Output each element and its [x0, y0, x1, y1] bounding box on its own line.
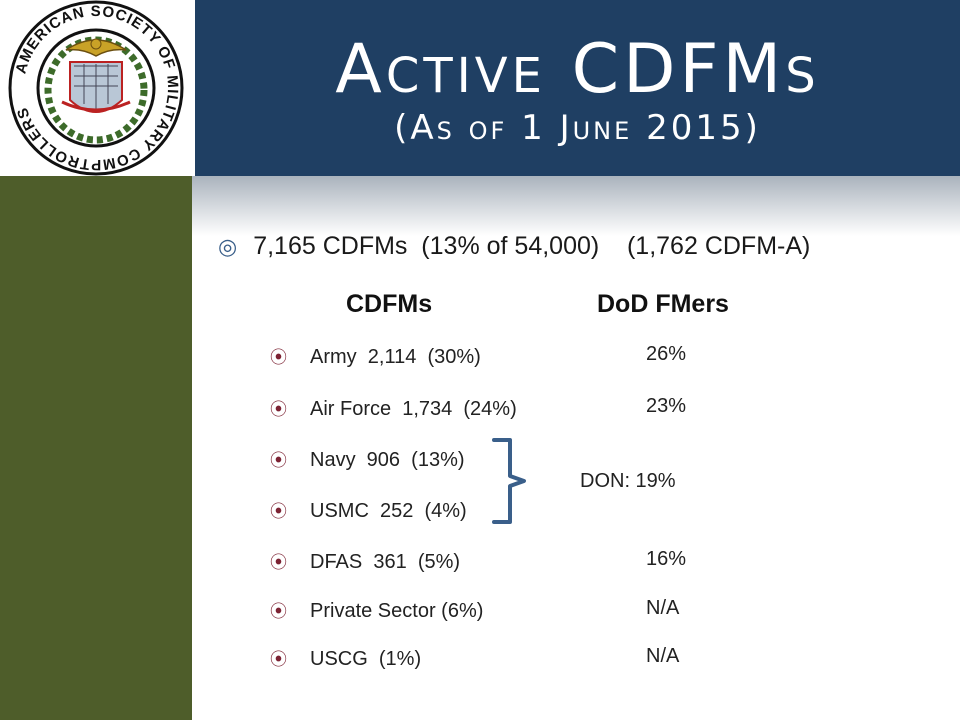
bracket-icon [492, 438, 526, 524]
list-item-label: USCG (1%) [310, 648, 422, 670]
slide-title: Active CDFMs [335, 30, 820, 109]
list-item-dod-value: N/A [646, 597, 680, 619]
circle-bullet-icon: ⦿ [270, 553, 287, 572]
list-item-dod-value: N/A [646, 645, 680, 667]
summary-line: ◎ 7,165 CDFMs (13% of 54,000) (1,762 CDFM… [218, 232, 810, 261]
column-header-cdfms: CDFMs [346, 290, 433, 318]
list-item-dod-value: 23% [646, 395, 687, 417]
target-bullet-icon: ◎ [218, 234, 238, 259]
list-item-dod-value: 16% [646, 548, 687, 570]
list-item: ⦿ Air Force 1,734 (24%) [270, 395, 517, 421]
circle-bullet-icon: ⦿ [270, 451, 287, 470]
list-item: ⦿ Private Sector (6%) [270, 597, 483, 623]
list-item-label: DFAS 361 (5%) [310, 551, 461, 573]
title-band: Active CDFMs (As of 1 June 2015) [192, 0, 960, 176]
circle-bullet-icon: ⦿ [270, 502, 287, 521]
list-item: ⦿ USCG (1%) [270, 645, 421, 671]
society-seal-logo: AMERICAN SOCIETY OF MILITARY COMPTROLLER… [8, 0, 184, 176]
list-item: ⦿ USMC 252 (4%) [270, 497, 467, 523]
circle-bullet-icon: ⦿ [270, 602, 287, 621]
summary-text: 7,165 CDFMs (13% of 54,000) (1,762 CDFM-… [253, 232, 811, 260]
column-header-dod-fmers: DoD FMers [597, 290, 729, 318]
left-decor-bar [0, 176, 192, 720]
circle-bullet-icon: ⦿ [270, 650, 287, 669]
title-shadow [192, 176, 960, 236]
list-item-label: Army 2,114 (30%) [310, 346, 481, 368]
list-item-label: USMC 252 (4%) [310, 500, 467, 522]
circle-bullet-icon: ⦿ [270, 400, 287, 419]
don-combined-value: DON: 19% [580, 470, 676, 492]
list-item-label: Private Sector (6%) [310, 600, 484, 622]
logo-area: AMERICAN SOCIETY OF MILITARY COMPTROLLER… [0, 0, 192, 176]
list-item-dod-value: 26% [646, 343, 687, 365]
list-item-label: Air Force 1,734 (24%) [310, 398, 517, 420]
list-item: ⦿ Navy 906 (13%) [270, 446, 465, 472]
list-item: ⦿ Army 2,114 (30%) [270, 343, 481, 369]
list-item-label: Navy 906 (13%) [310, 449, 465, 471]
slide-subtitle: (As of 1 June 2015) [394, 108, 761, 148]
list-item: ⦿ DFAS 361 (5%) [270, 548, 460, 574]
circle-bullet-icon: ⦿ [270, 348, 287, 367]
